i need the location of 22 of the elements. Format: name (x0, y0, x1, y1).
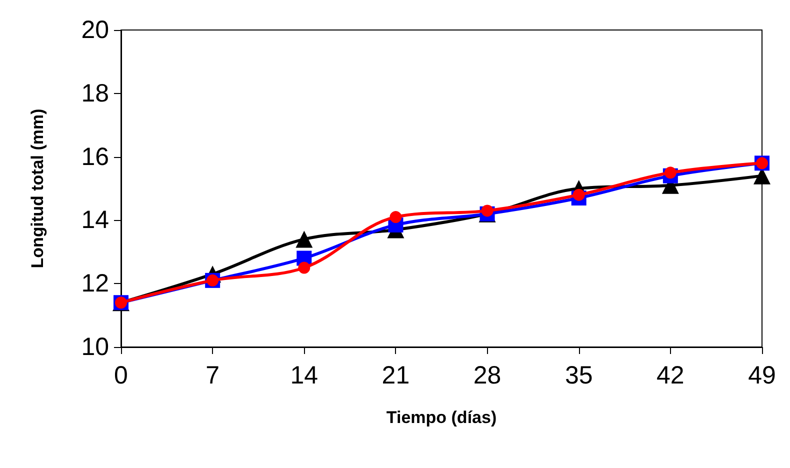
x-tick-label: 42 (656, 362, 684, 390)
y-tick-label: 14 (81, 206, 110, 234)
x-tick-label: 28 (473, 362, 502, 390)
y-tick-label: 18 (81, 79, 109, 108)
x-tick-label: 14 (290, 362, 318, 390)
x-tick-label: 49 (748, 362, 776, 390)
point (572, 188, 585, 201)
point (298, 262, 310, 274)
point (296, 230, 313, 248)
x-tick-label: 21 (382, 362, 410, 390)
point (390, 211, 402, 224)
y-axis-title: Longitud total (mm) (28, 108, 47, 268)
x-tick-label: 35 (564, 362, 593, 390)
point (481, 204, 494, 217)
x-axis-title: Tiempo (días) (386, 408, 497, 427)
y-tick-label: 16 (81, 142, 109, 171)
point (664, 166, 676, 179)
y-tick-label: 12 (81, 270, 109, 298)
y-tick-label: 20 (81, 16, 109, 44)
y-tick-label: 10 (81, 333, 109, 361)
x-tick-label: 7 (206, 362, 220, 390)
x-tick-label: 0 (114, 362, 128, 390)
